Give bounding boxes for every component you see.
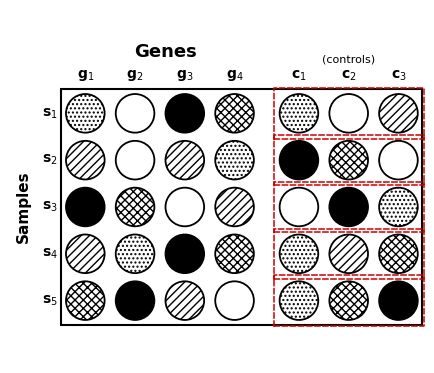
Bar <box>61 90 422 325</box>
Circle shape <box>165 235 204 273</box>
Bar <box>274 276 424 326</box>
Circle shape <box>279 141 318 179</box>
Circle shape <box>116 141 155 179</box>
Circle shape <box>379 188 418 226</box>
Circle shape <box>116 94 155 133</box>
Circle shape <box>279 94 318 133</box>
Circle shape <box>66 94 105 133</box>
Text: Genes: Genes <box>135 43 197 61</box>
Circle shape <box>279 281 318 320</box>
Bar <box>274 88 424 138</box>
Text: $\mathbf{s}_{2}$: $\mathbf{s}_{2}$ <box>42 153 58 167</box>
Circle shape <box>279 235 318 273</box>
Circle shape <box>116 281 155 320</box>
Circle shape <box>165 141 204 179</box>
Circle shape <box>66 188 105 226</box>
Circle shape <box>215 188 254 226</box>
Text: $\mathbf{g}_{1}$: $\mathbf{g}_{1}$ <box>77 69 94 84</box>
Text: $\mathbf{g}_{2}$: $\mathbf{g}_{2}$ <box>126 69 144 84</box>
Text: $\mathbf{g}_{3}$: $\mathbf{g}_{3}$ <box>176 69 194 84</box>
Text: $\mathbf{s}_{4}$: $\mathbf{s}_{4}$ <box>42 247 58 261</box>
Text: $\mathbf{c}_{1}$: $\mathbf{c}_{1}$ <box>291 69 307 84</box>
Text: $\mathbf{c}_{3}$: $\mathbf{c}_{3}$ <box>391 69 406 84</box>
Circle shape <box>329 188 368 226</box>
Bar <box>274 182 424 232</box>
Circle shape <box>66 141 105 179</box>
Circle shape <box>165 281 204 320</box>
Text: (controls): (controls) <box>322 54 375 64</box>
Circle shape <box>379 94 418 133</box>
Circle shape <box>215 94 254 133</box>
Circle shape <box>379 235 418 273</box>
Bar <box>274 229 424 279</box>
Circle shape <box>379 281 418 320</box>
Circle shape <box>165 188 204 226</box>
Circle shape <box>279 188 318 226</box>
Circle shape <box>66 281 105 320</box>
Circle shape <box>165 94 204 133</box>
Text: $\mathbf{s}_{5}$: $\mathbf{s}_{5}$ <box>42 294 58 308</box>
Circle shape <box>379 141 418 179</box>
Circle shape <box>66 235 105 273</box>
Circle shape <box>329 235 368 273</box>
Circle shape <box>329 281 368 320</box>
Circle shape <box>215 281 254 320</box>
Circle shape <box>329 141 368 179</box>
Text: Samples: Samples <box>16 171 31 243</box>
Circle shape <box>215 141 254 179</box>
Circle shape <box>329 94 368 133</box>
Bar <box>274 135 424 185</box>
Text: $\mathbf{c}_{2}$: $\mathbf{c}_{2}$ <box>341 69 356 84</box>
Text: $\mathbf{g}_{4}$: $\mathbf{g}_{4}$ <box>226 69 243 84</box>
Circle shape <box>215 235 254 273</box>
Circle shape <box>116 235 155 273</box>
Text: $\mathbf{s}_{1}$: $\mathbf{s}_{1}$ <box>42 106 58 120</box>
Circle shape <box>116 188 155 226</box>
Text: $\mathbf{s}_{3}$: $\mathbf{s}_{3}$ <box>42 200 58 214</box>
